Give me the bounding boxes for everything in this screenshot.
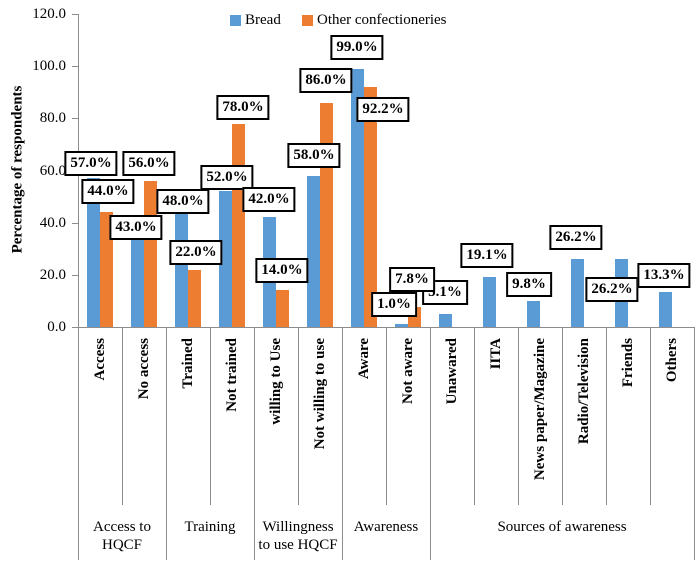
y-tick-mark [72, 14, 78, 15]
category-separator-line [474, 327, 475, 505]
data-label: 52.0% [200, 165, 254, 190]
category-label: Unawared [444, 338, 460, 405]
legend-swatch-other [302, 15, 313, 26]
data-label: 86.0% [299, 68, 353, 93]
y-tick-label: 60.0 [39, 162, 66, 179]
group-separator-line [166, 327, 167, 560]
bar-bread [571, 258, 584, 327]
data-label: 26.2% [549, 225, 603, 250]
y-tick-mark [72, 222, 78, 224]
category-label: Access [92, 338, 108, 381]
bar-bread [351, 68, 364, 327]
bar-bread [87, 178, 100, 327]
category-separator-line [210, 327, 211, 505]
category-label: News paper/Magazine [532, 338, 548, 481]
data-label: 48.0% [156, 189, 210, 214]
category-label: Aware [356, 338, 372, 380]
axis-group-label: Access to HQCF [93, 519, 151, 553]
bar-other-confectioneries [276, 290, 289, 327]
category-label: Friends [620, 338, 636, 388]
bar-bread [131, 214, 144, 327]
group-separator-line [254, 327, 255, 560]
legend-swatch-bread [230, 15, 241, 26]
bar-other-confectioneries [144, 180, 157, 327]
data-label: 92.2% [356, 97, 410, 122]
category-separator-line [298, 327, 299, 505]
category-label: Not aware [400, 338, 416, 404]
category-separator-line [562, 327, 563, 505]
y-tick-label: 40.0 [39, 214, 66, 231]
bar-other-confectioneries [188, 269, 201, 327]
bar-bread [659, 292, 672, 327]
legend-label: Bread [245, 12, 281, 28]
axis-group-label: Awareness [353, 519, 419, 535]
bar-other-confectioneries [232, 123, 245, 327]
group-separator-line [430, 327, 431, 560]
data-label: 44.0% [81, 179, 135, 204]
data-label: 78.0% [216, 95, 270, 120]
category-label: willing to Use [268, 338, 284, 425]
y-tick-label: 20.0 [39, 266, 66, 283]
data-label: 7.8% [389, 267, 435, 292]
data-label: 58.0% [287, 143, 341, 168]
bar-bread [483, 277, 496, 327]
group-separator-line [342, 327, 343, 560]
category-label: Trained [180, 338, 196, 389]
data-label: 13.3% [637, 263, 691, 288]
group-separator-line [694, 327, 695, 560]
category-separator-line [518, 327, 519, 505]
category-label: No access [136, 338, 152, 400]
category-separator-line [386, 327, 387, 505]
legend-label: Other confectioneries [317, 12, 447, 28]
bar-other-confectioneries [364, 86, 377, 327]
axis-group-label: Willingness to use HQCF [258, 519, 338, 553]
data-label: 14.0% [255, 258, 309, 283]
category-separator-line [606, 327, 607, 505]
group-separator-line [78, 327, 79, 560]
y-tick-label: 0.0 [47, 319, 66, 335]
category-label: Radio/Television [576, 338, 592, 445]
data-label: 19.1% [460, 243, 514, 268]
data-label: 99.0% [330, 35, 384, 60]
data-label: 56.0% [122, 151, 176, 176]
y-tick-mark [72, 66, 78, 68]
data-label: 26.2% [585, 277, 639, 302]
bar-other-confectioneries [100, 212, 113, 327]
category-separator-line [122, 327, 123, 505]
data-label: 42.0% [242, 187, 296, 212]
bar-bread [527, 301, 540, 327]
category-label: Not willing to use [312, 338, 328, 450]
y-tick-label: 100.0 [32, 58, 66, 75]
bar-bread [219, 191, 232, 327]
axis-group-label: Training [184, 519, 236, 535]
y-tick-label: 80.0 [39, 110, 66, 127]
axis-group-label: Sources of awareness [497, 519, 627, 535]
category-label: Others [664, 338, 680, 383]
y-tick-label: 120.0 [32, 6, 66, 22]
data-label: 1.0% [371, 292, 417, 317]
category-label: Not trained [224, 338, 240, 412]
data-label: 9.8% [506, 272, 552, 297]
y-tick-mark [72, 327, 78, 328]
data-label: 57.0% [64, 151, 118, 176]
bar-other-confectioneries [320, 102, 333, 327]
y-tick-mark [72, 118, 78, 120]
y-tick-mark [72, 274, 78, 276]
bar-bread [307, 175, 320, 327]
bar-bread [395, 324, 408, 327]
category-separator-line [650, 327, 651, 505]
x-axis-line [72, 327, 694, 328]
bar-bread [439, 313, 452, 327]
data-label: 22.0% [169, 240, 223, 265]
category-label: IITA [488, 338, 504, 370]
data-label: 43.0% [109, 215, 163, 240]
